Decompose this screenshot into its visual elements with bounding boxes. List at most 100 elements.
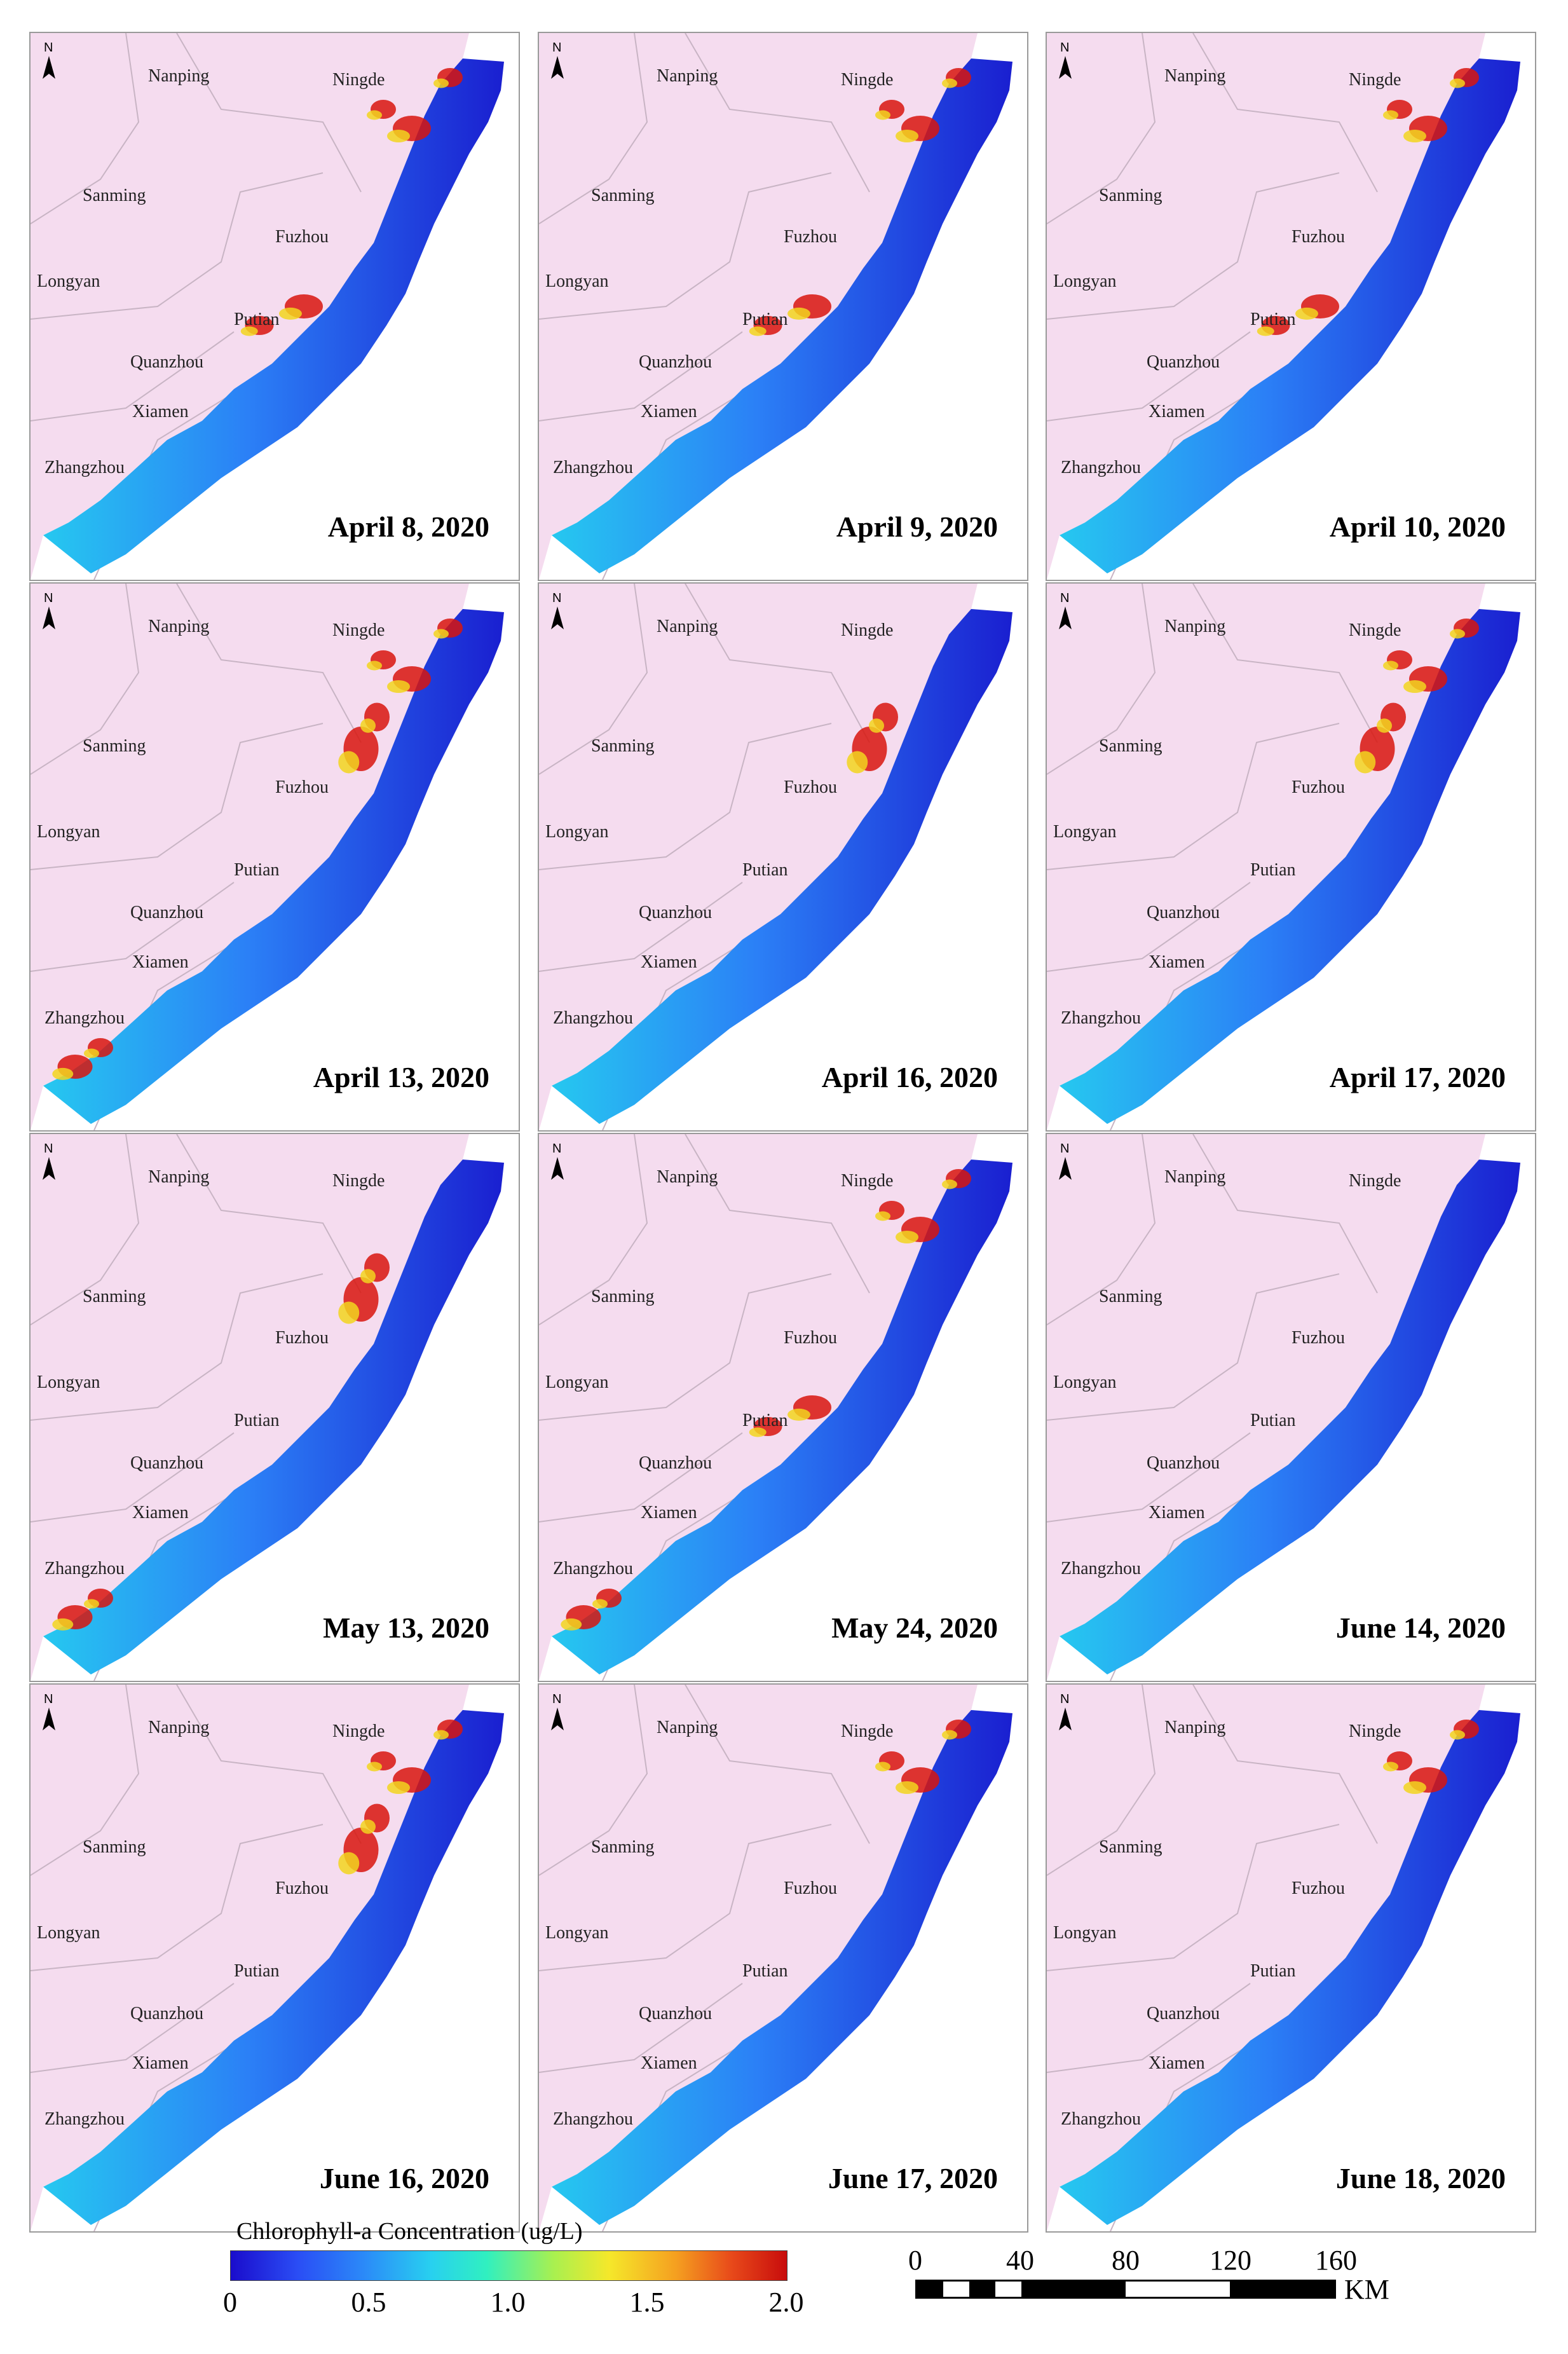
map-graphic — [539, 33, 1012, 580]
mid-chlorophyll-patch — [338, 751, 360, 774]
mid-chlorophyll-patch — [896, 1781, 918, 1794]
city-label-ningde: Ningde — [332, 1171, 385, 1191]
boundary-line — [1192, 584, 1378, 743]
city-label-fuzhou: Fuzhou — [275, 227, 329, 247]
city-label-longyan: Longyan — [37, 1923, 100, 1943]
land-area — [1047, 1134, 1485, 1681]
city-label-xiamen: Xiamen — [1149, 1503, 1205, 1523]
scale-bar-graphic — [915, 2280, 1336, 2299]
boundary-line — [539, 723, 832, 870]
boundary-line — [31, 1824, 324, 1971]
mid-chlorophyll-patch — [942, 1730, 957, 1740]
mid-chlorophyll-patch — [240, 326, 258, 336]
city-label-putian: Putian — [1250, 1411, 1296, 1430]
boundary-line — [539, 172, 832, 320]
mid-chlorophyll-patch — [847, 751, 868, 774]
north-arrow-label: N — [552, 1142, 562, 1156]
boundary-line — [1047, 331, 1251, 421]
panel-date: April 13, 2020 — [313, 1061, 489, 1093]
scale-unit: KM — [1344, 2274, 1389, 2305]
boundary-line — [31, 1983, 235, 2073]
city-label-putian: Putian — [742, 310, 788, 329]
mid-chlorophyll-patch — [338, 1301, 360, 1324]
scale-bar: 0 40 80 120 160 KM — [903, 2244, 1436, 2320]
mid-chlorophyll-patch — [1403, 680, 1426, 693]
boundary-line — [1047, 584, 1156, 775]
city-label-quanzhou: Quanzhou — [639, 1453, 712, 1473]
land-area — [31, 1134, 469, 1681]
boundary-line — [539, 33, 648, 224]
boundary-line — [1047, 33, 1156, 224]
land-area — [1047, 1685, 1485, 2231]
north-arrow-icon: N — [547, 1692, 568, 1733]
map-graphic — [1047, 584, 1520, 1130]
mid-chlorophyll-patch — [869, 718, 884, 733]
scale-segment — [917, 2282, 943, 2297]
mid-chlorophyll-patch — [875, 1762, 890, 1772]
land-area — [539, 1685, 978, 2231]
boundary-line — [1047, 1824, 1340, 1971]
scale-segment — [1230, 2282, 1334, 2297]
mid-chlorophyll-patch — [338, 1852, 360, 1875]
mid-chlorophyll-patch — [433, 629, 449, 639]
mid-chlorophyll-patch — [896, 130, 918, 142]
city-label-zhangzhou: Zhangzhou — [553, 2109, 633, 2129]
north-arrow-icon: N — [547, 1142, 568, 1182]
coastal-sea-chlorophyll — [552, 609, 1012, 1124]
land-area — [31, 584, 469, 1130]
city-label-nanping: Nanping — [1164, 66, 1226, 86]
boundary-line — [176, 1134, 362, 1294]
city-label-sanming: Sanming — [1099, 1287, 1162, 1306]
north-arrow-label: N — [1060, 41, 1070, 55]
map-panel: N Nanping Ningde Sanming Fuzhou Longyan Putian… — [1046, 582, 1536, 1132]
boundary-line — [1047, 1685, 1156, 1876]
map-graphic — [539, 584, 1012, 1130]
city-label-putian: Putian — [742, 1411, 788, 1430]
city-label-quanzhou: Quanzhou — [1147, 352, 1220, 372]
city-label-longyan: Longyan — [37, 822, 100, 842]
city-label-fuzhou: Fuzhou — [784, 1878, 837, 1898]
mid-chlorophyll-patch — [387, 680, 410, 693]
map-panel: N Nanping Ningde Sanming Fuzhou Longyan Putian… — [538, 1683, 1028, 2233]
city-label-xiamen: Xiamen — [132, 1503, 189, 1523]
scale-tick-label: 160 — [1315, 2245, 1357, 2276]
boundary-line — [1047, 882, 1251, 972]
north-arrow-label: N — [1060, 1142, 1070, 1156]
map-panel: N Nanping Ningde Sanming Fuzhou Longyan Putian… — [29, 1683, 520, 2233]
map-graphic — [1047, 1134, 1520, 1681]
coastal-sea-chlorophyll — [1060, 58, 1520, 573]
mid-chlorophyll-patch — [387, 130, 410, 142]
north-arrow-icon: N — [1054, 41, 1076, 81]
mid-chlorophyll-patch — [367, 660, 382, 671]
boundary-line — [1192, 33, 1378, 193]
boundary-line — [176, 584, 362, 743]
city-label-nanping: Nanping — [1164, 1167, 1226, 1187]
panel-date: June 18, 2020 — [1335, 2162, 1506, 2194]
mid-chlorophyll-patch — [387, 1781, 410, 1794]
map-panel: N Nanping Ningde Sanming Fuzhou Longyan Putian… — [1046, 1133, 1536, 1682]
mid-chlorophyll-patch — [360, 1269, 376, 1283]
city-label-xiamen: Xiamen — [1149, 402, 1205, 421]
north-arrow-label: N — [1060, 1692, 1070, 1706]
mid-chlorophyll-patch — [84, 1048, 99, 1058]
land-area — [539, 1134, 978, 1681]
city-label-zhangzhou: Zhangzhou — [44, 458, 125, 477]
north-arrow-icon: N — [38, 1692, 60, 1733]
city-label-fuzhou: Fuzhou — [275, 777, 329, 797]
city-label-zhangzhou: Zhangzhou — [1061, 2109, 1141, 2129]
city-label-sanming: Sanming — [83, 1837, 146, 1857]
map-graphic — [31, 33, 504, 580]
mid-chlorophyll-patch — [360, 1819, 376, 1834]
land-area — [539, 584, 978, 1130]
north-arrow-label: N — [552, 1692, 562, 1706]
city-label-longyan: Longyan — [1053, 1372, 1117, 1392]
city-label-sanming: Sanming — [83, 186, 146, 205]
city-label-zhangzhou: Zhangzhou — [1061, 458, 1141, 477]
mid-chlorophyll-patch — [52, 1618, 74, 1631]
city-label-nanping: Nanping — [148, 1167, 210, 1187]
city-label-fuzhou: Fuzhou — [1292, 1878, 1345, 1898]
city-label-sanming: Sanming — [591, 1837, 655, 1857]
scale-segment — [1021, 2282, 1126, 2297]
city-label-ningde: Ningde — [841, 1721, 894, 1741]
